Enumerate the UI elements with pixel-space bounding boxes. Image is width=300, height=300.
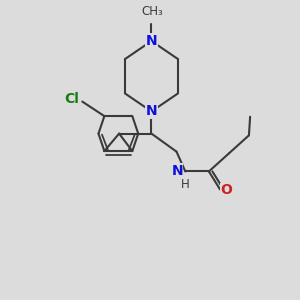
Text: N: N <box>146 104 157 118</box>
Text: Cl: Cl <box>64 92 79 106</box>
Text: O: O <box>220 183 232 197</box>
Text: H: H <box>181 178 190 191</box>
Text: N: N <box>171 164 183 178</box>
Text: CH₃: CH₃ <box>142 5 163 18</box>
Text: N: N <box>146 34 157 48</box>
